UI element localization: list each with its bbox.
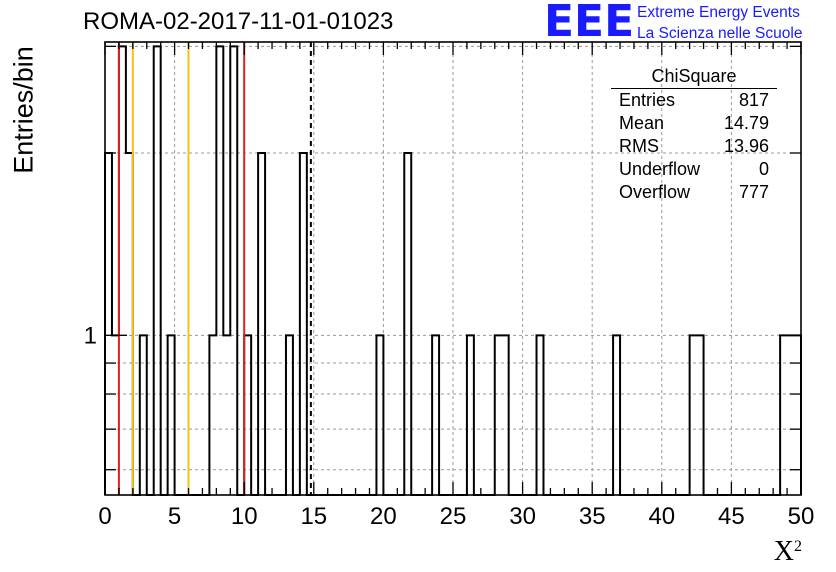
stats-row-label: Underflow xyxy=(619,159,701,179)
x-axis-label: X2 xyxy=(774,536,802,568)
histogram-bin xyxy=(126,153,133,495)
x-tick-label: 0 xyxy=(98,503,111,530)
histogram-bin xyxy=(376,335,383,495)
histogram-bin xyxy=(216,46,223,495)
y-tick-label: 1 xyxy=(84,322,97,349)
histogram-bin xyxy=(154,46,161,495)
x-tick-label: 25 xyxy=(440,503,467,530)
histogram-bin xyxy=(168,335,175,495)
logo-line-2: La Scienza nelle Scuole xyxy=(637,25,803,42)
stats-row-label: Overflow xyxy=(619,182,691,202)
x-axis-label-main: X xyxy=(773,536,794,567)
stats-row: Entries 817 xyxy=(611,89,777,112)
histogram-bin xyxy=(223,335,230,495)
chart-title: ROMA-02-2017-11-01-01023 xyxy=(83,8,394,35)
stats-box: ChiSquare Entries 817 Mean 14.79 RMS 13.96 Und… xyxy=(611,66,777,204)
histogram-bin xyxy=(502,335,509,495)
histogram-bin xyxy=(105,153,112,495)
stats-row-value: 777 xyxy=(738,182,769,202)
histogram-bin xyxy=(119,46,126,495)
stats-row-value: 14.79 xyxy=(723,113,769,133)
eee-logo-mark: EEE xyxy=(544,0,635,47)
x-tick-label: 35 xyxy=(579,503,606,530)
stats-row-label: RMS xyxy=(619,136,659,156)
histogram-bin xyxy=(112,335,119,495)
stats-row-value: 0 xyxy=(758,159,769,179)
histogram-bin xyxy=(286,335,293,495)
histogram-bin xyxy=(300,153,307,495)
histogram-bin xyxy=(230,46,237,495)
reference-lines xyxy=(117,42,312,495)
stats-row-label: Entries xyxy=(619,90,676,110)
histogram-bin xyxy=(258,153,265,495)
histogram-bin xyxy=(787,335,794,495)
histogram-bin xyxy=(537,335,544,495)
x-tick-label: 10 xyxy=(231,503,258,530)
y-axis-label: Entries/bin xyxy=(8,46,39,174)
histogram-bin xyxy=(697,335,704,495)
stats-row-value: 817 xyxy=(738,90,769,110)
histogram-bin xyxy=(432,335,439,495)
stats-row-value: 13.96 xyxy=(723,136,769,156)
histogram-bin xyxy=(495,335,502,495)
x-axis-label-superscript: 2 xyxy=(794,538,802,555)
histogram-bin xyxy=(780,335,787,495)
histogram-bin xyxy=(690,335,697,495)
stats-row: RMS 13.96 xyxy=(611,135,777,158)
x-tick-label: 20 xyxy=(370,503,397,530)
x-tick-label: 30 xyxy=(509,503,536,530)
stats-box-title: ChiSquare xyxy=(611,66,777,89)
x-tick-label: 45 xyxy=(718,503,745,530)
stats-row: Underflow 0 xyxy=(611,158,777,181)
x-tick-label: 50 xyxy=(788,503,815,530)
histogram-bin xyxy=(209,335,216,495)
x-tick-label: 40 xyxy=(648,503,675,530)
axis-ticks xyxy=(104,42,802,495)
y-axis-label-wrap: Entries/bin xyxy=(4,10,44,210)
histogram-bin xyxy=(613,335,620,495)
histogram-bin xyxy=(467,335,474,495)
histogram-bin xyxy=(404,153,411,495)
stats-rows: Entries 817 Mean 14.79 RMS 13.96 Underflow 0 Ove… xyxy=(611,89,777,204)
x-tick-label: 15 xyxy=(300,503,327,530)
stats-row: Overflow 777 xyxy=(611,181,777,204)
histogram-bin xyxy=(140,335,147,495)
logo-line-1: Extreme Energy Events xyxy=(637,4,800,21)
x-tick-label: 5 xyxy=(168,503,181,530)
stats-row: Mean 14.79 xyxy=(611,112,777,135)
histogram-bin xyxy=(244,335,251,495)
stats-row-label: Mean xyxy=(619,113,665,133)
tick-labels: 0 5 10 15 20 25 30 35 40 45 50 1 xyxy=(84,322,815,530)
histogram-bin xyxy=(794,335,801,495)
